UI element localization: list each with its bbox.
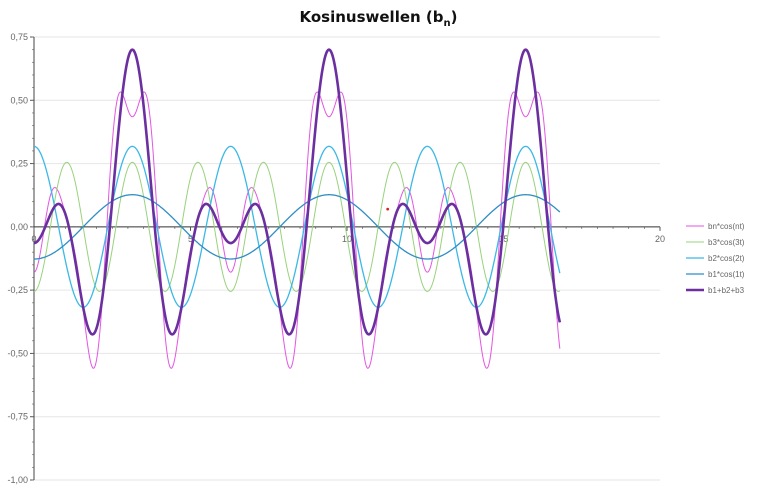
y-tick-label: 0,50 [10, 95, 28, 105]
legend-label: b1+b2+b3 [708, 286, 745, 295]
y-tick-label: 0,75 [10, 32, 28, 42]
series-layer [34, 50, 560, 369]
y-tick-label: -0,25 [7, 285, 28, 295]
legend-label: bn*cos(nt) [708, 222, 745, 231]
y-tick-label: 0,25 [10, 159, 28, 169]
legend-label: b3*cos(3t) [708, 238, 745, 247]
y-tick-label: -0,50 [7, 348, 28, 358]
x-tick-label: 20 [655, 234, 665, 244]
legend-label: b1*cos(1t) [708, 270, 745, 279]
grid-lines [34, 37, 660, 480]
y-tick-label: 0,00 [10, 222, 28, 232]
legend: bn*cos(nt) b3*cos(3t) b2*cos(2t) b1*cos(1t)… [686, 222, 745, 295]
annotation-layer [386, 208, 389, 211]
y-tick-label: -0,75 [7, 412, 28, 422]
annotation-point [386, 208, 389, 211]
y-tick-label: -1,00 [7, 475, 28, 485]
legend-label: b2*cos(2t) [708, 254, 745, 263]
